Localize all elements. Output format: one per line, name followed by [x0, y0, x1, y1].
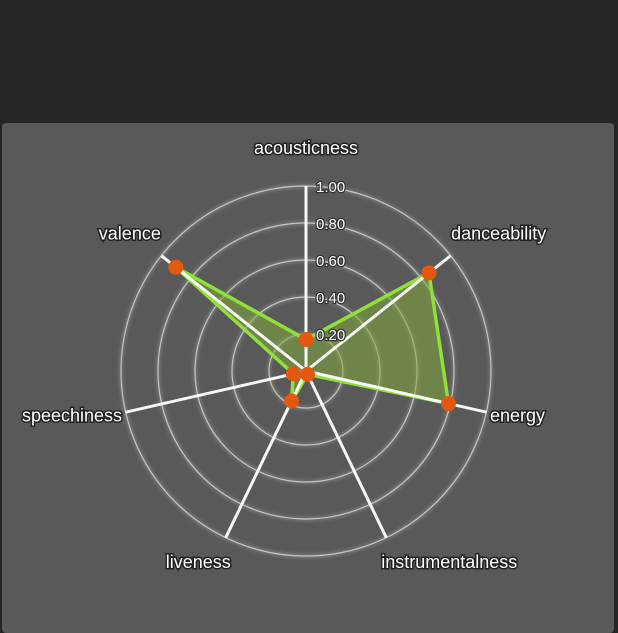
data-point-valence[interactable] — [168, 259, 184, 275]
radar-tick-labels: 0.20 0.40 0.60 0.80 1.00 — [315, 178, 347, 346]
data-point-energy[interactable] — [440, 396, 456, 412]
data-point-speechiness[interactable] — [285, 366, 301, 382]
data-point-danceability[interactable] — [421, 265, 437, 281]
axis-label-acousticness: acousticness — [254, 138, 358, 158]
data-point-liveness[interactable] — [284, 393, 300, 409]
axis-line-speechiness — [125, 369, 307, 414]
axis-label-liveness: liveness — [166, 552, 231, 572]
top-bar — [0, 0, 618, 123]
axis-line-valence — [160, 254, 307, 373]
axis-label-instrumentalness: instrumentalness — [381, 552, 517, 572]
tick-label: 0.20 — [316, 327, 345, 344]
data-point-instrumentalness[interactable] — [300, 366, 316, 382]
axis-label-valence: valence — [99, 224, 161, 244]
radar-axes — [125, 186, 487, 539]
radar-axis-labels: acousticness danceability energy instrument… — [20, 137, 547, 574]
data-point-acousticness[interactable] — [298, 332, 314, 348]
tick-label: 1.00 — [316, 179, 345, 196]
tick-label: 0.40 — [316, 290, 345, 307]
tick-label: 0.80 — [316, 216, 345, 233]
axis-label-danceability: danceability — [451, 224, 546, 244]
axis-line-energy — [305, 369, 487, 414]
axis-label-speechiness: speechiness — [22, 406, 122, 426]
axis-line-instrumentalness — [304, 370, 388, 539]
axis-label-energy: energy — [490, 406, 545, 426]
tick-label: 0.60 — [316, 253, 345, 270]
